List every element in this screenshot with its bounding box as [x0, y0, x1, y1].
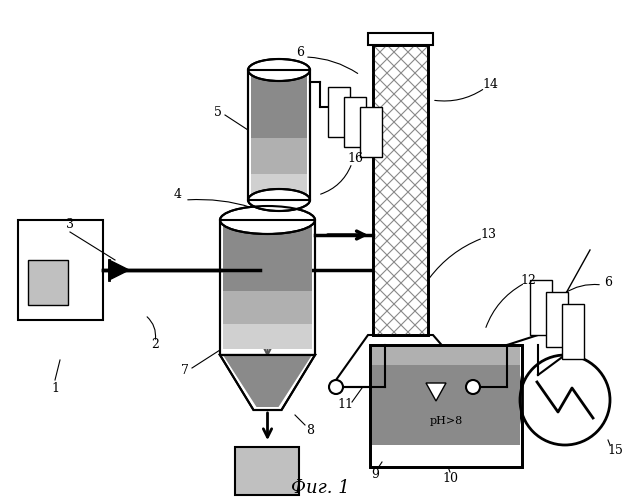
Ellipse shape	[220, 206, 315, 234]
Bar	[344, 97, 366, 147]
Bar	[370, 345, 522, 467]
Text: 12: 12	[520, 274, 536, 286]
Circle shape	[520, 355, 610, 445]
Bar	[372, 347, 520, 444]
Ellipse shape	[248, 59, 310, 81]
Polygon shape	[223, 355, 312, 407]
Text: 14: 14	[482, 78, 498, 92]
Text: 10: 10	[442, 472, 458, 484]
Bar	[28, 260, 68, 305]
Text: 16: 16	[347, 152, 363, 164]
Bar	[373, 45, 428, 335]
Bar	[530, 280, 552, 335]
Polygon shape	[426, 383, 446, 401]
Text: 3: 3	[66, 218, 74, 232]
Text: 5: 5	[214, 106, 222, 118]
Text: 2: 2	[151, 338, 159, 351]
Bar	[248, 70, 310, 200]
Bar	[251, 174, 307, 194]
Bar	[370, 345, 522, 467]
Polygon shape	[220, 355, 315, 410]
Text: 11: 11	[337, 398, 353, 411]
Polygon shape	[109, 260, 129, 280]
Bar	[220, 220, 315, 355]
Bar	[546, 292, 568, 347]
Bar	[251, 138, 307, 174]
Text: 6: 6	[296, 46, 304, 59]
Circle shape	[466, 380, 480, 394]
Text: 6: 6	[604, 276, 612, 288]
Bar	[562, 304, 584, 359]
Text: Фиг. 1: Фиг. 1	[290, 479, 349, 497]
Bar	[223, 324, 312, 348]
Text: 4: 4	[174, 188, 182, 202]
Bar	[372, 347, 520, 365]
Bar	[360, 107, 382, 157]
Text: 7: 7	[181, 364, 189, 376]
Text: 15: 15	[607, 444, 623, 456]
Polygon shape	[331, 335, 478, 387]
Text: pH>8: pH>8	[429, 416, 463, 426]
Text: 8: 8	[306, 424, 314, 436]
Bar	[235, 447, 299, 495]
Bar	[223, 290, 312, 324]
Text: 1: 1	[51, 382, 59, 394]
Bar	[248, 70, 310, 200]
Circle shape	[329, 380, 343, 394]
Bar	[373, 45, 428, 335]
Text: 9: 9	[371, 468, 379, 481]
Bar	[251, 73, 307, 138]
Bar	[368, 33, 433, 45]
Bar	[220, 220, 315, 355]
Bar	[328, 87, 350, 137]
Bar	[18, 220, 103, 320]
Bar	[373, 45, 428, 335]
Ellipse shape	[248, 189, 310, 211]
Bar	[223, 223, 312, 290]
Text: 13: 13	[480, 228, 496, 241]
